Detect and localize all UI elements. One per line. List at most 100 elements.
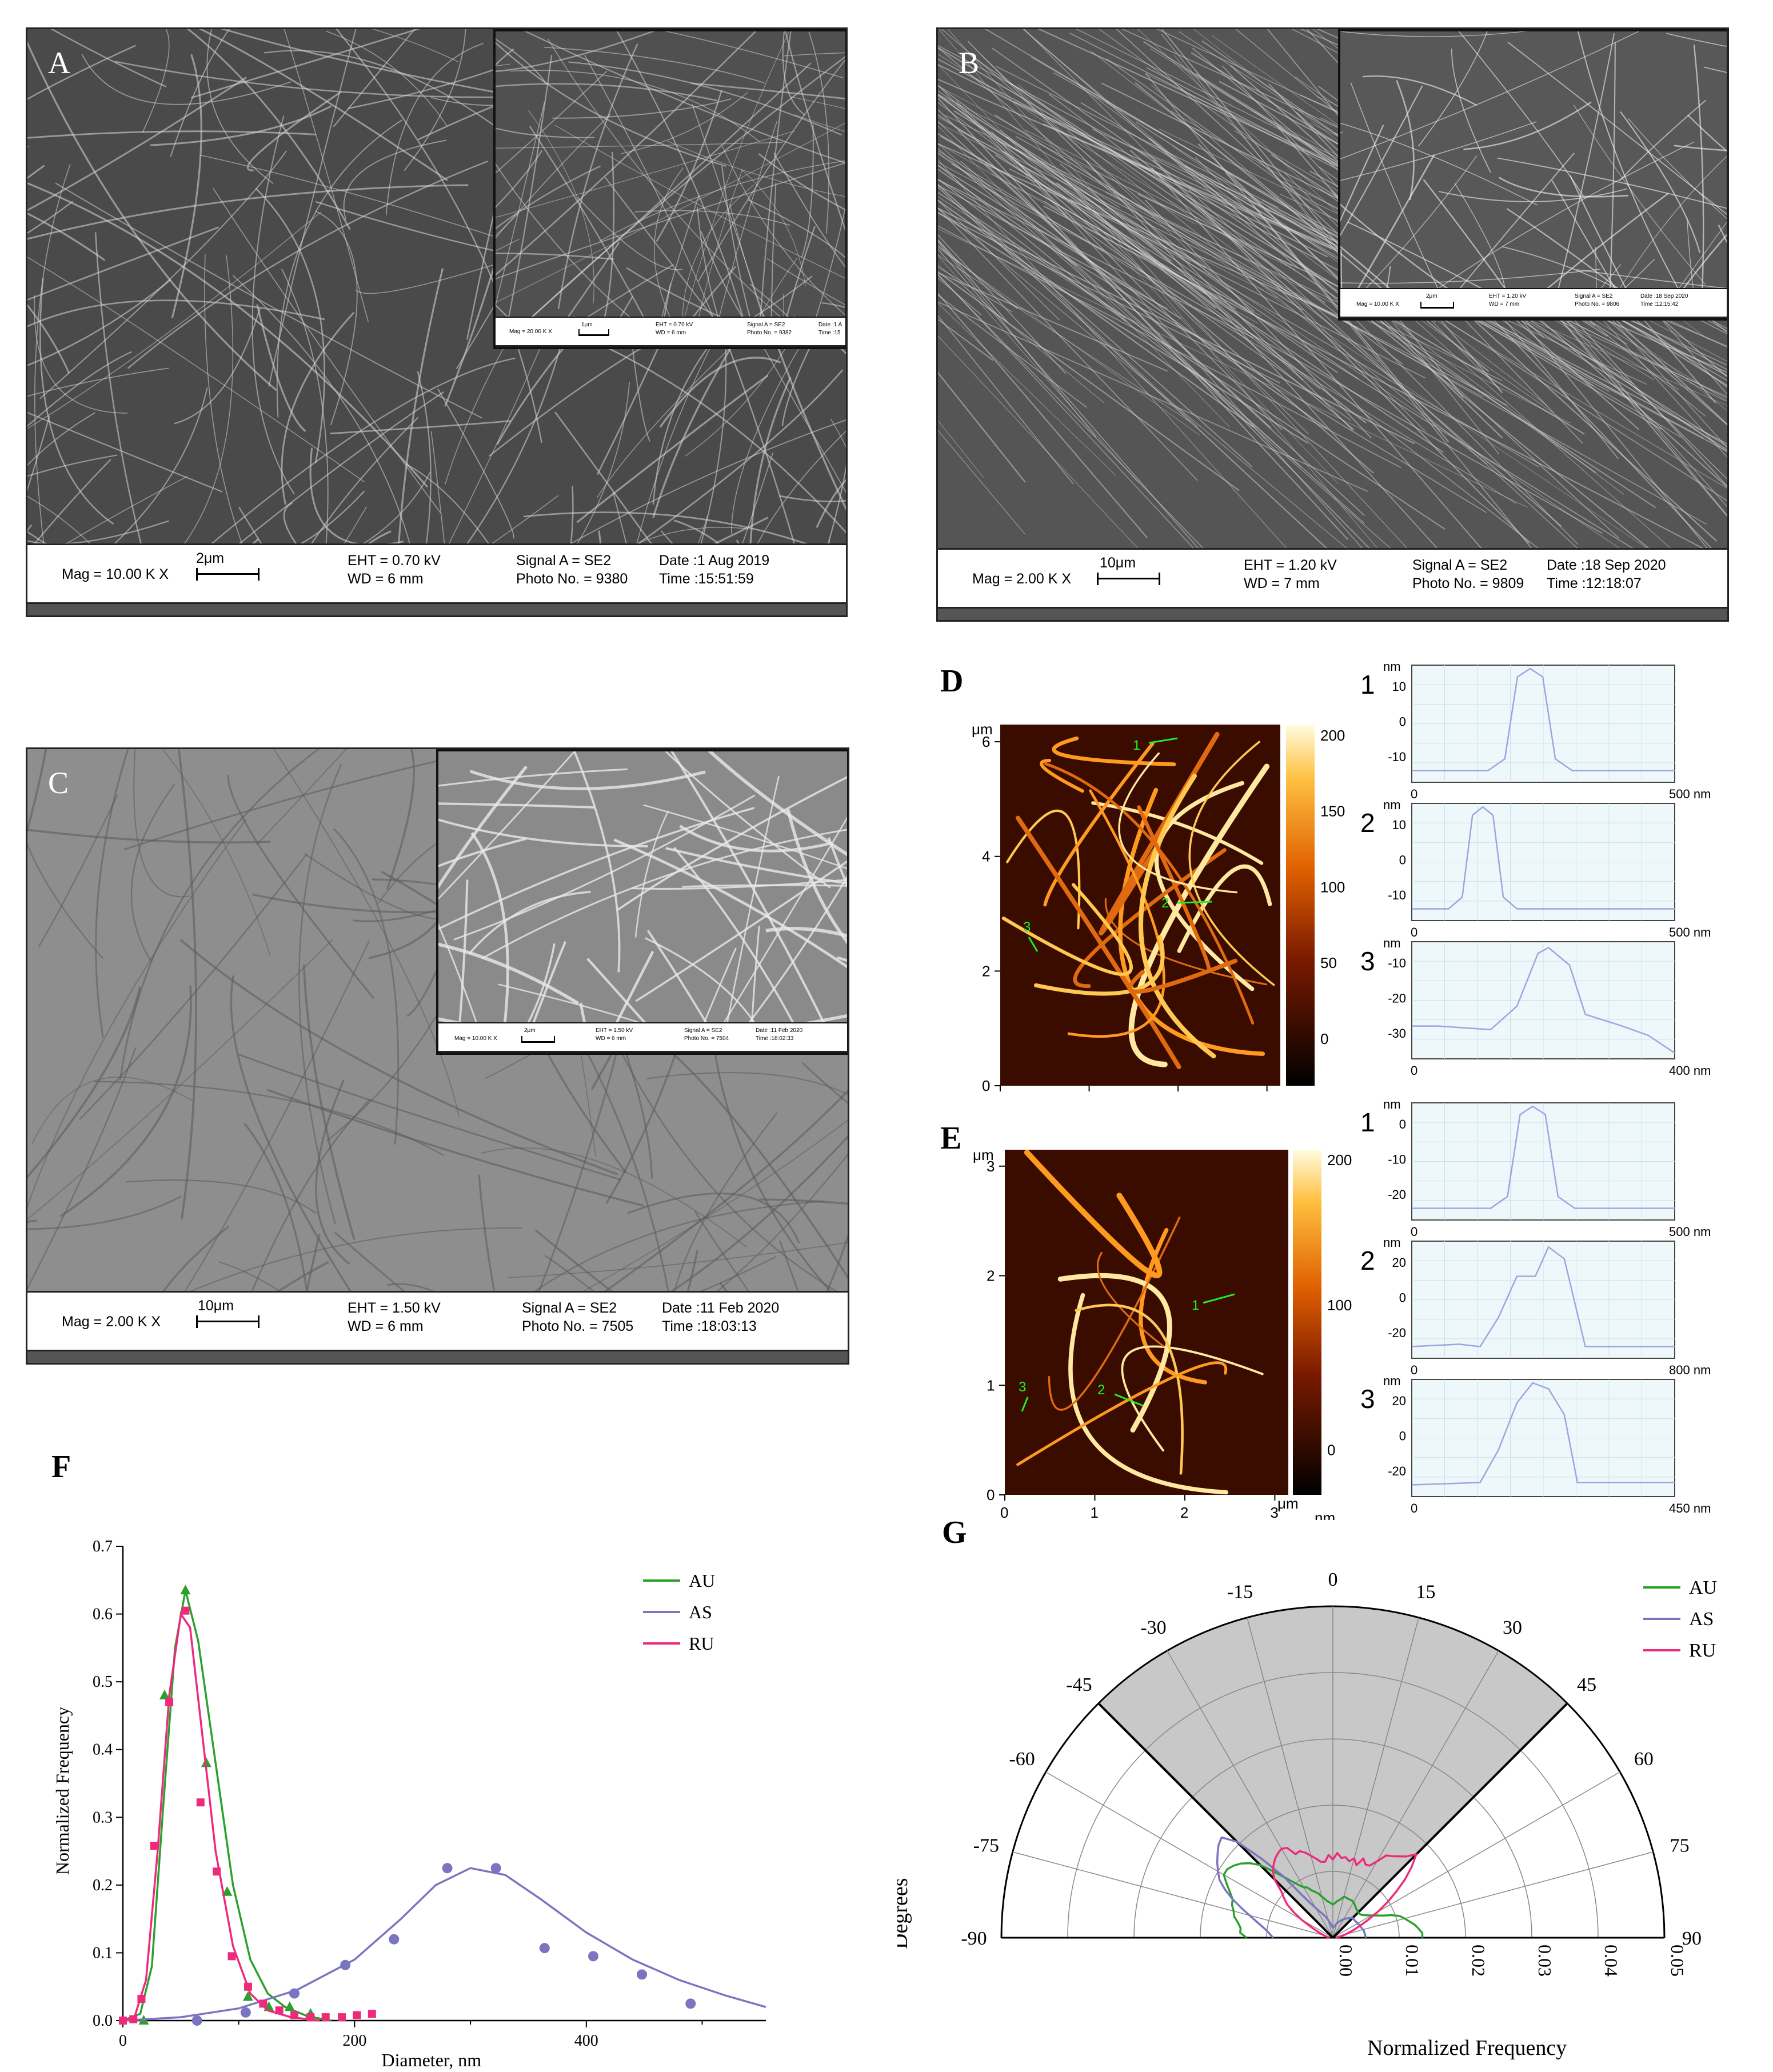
fiber bbox=[243, 1122, 309, 1294]
fiber bbox=[27, 1195, 182, 1230]
fiber bbox=[938, 150, 1517, 505]
panel-label-b: B bbox=[959, 46, 980, 80]
chart-f: 0.0 0.1 0.2 0.3 0.4 0.5 0.6 0.7 0 200 400 Diameter,… bbox=[52, 1538, 766, 2070]
afm-fiber bbox=[1099, 731, 1220, 935]
fiber bbox=[938, 169, 1078, 267]
afm-fiber bbox=[1118, 787, 1265, 1056]
data-point-as bbox=[539, 1943, 550, 1954]
data-point-ru bbox=[129, 2015, 138, 2023]
fiber bbox=[27, 145, 29, 147]
fiber bbox=[386, 749, 415, 890]
time-label: Time :18:03:13 bbox=[662, 1318, 757, 1334]
fiber bbox=[1145, 73, 1535, 551]
fiber bbox=[938, 293, 1148, 538]
map-unit-y: μm bbox=[973, 1146, 994, 1163]
fiber bbox=[938, 248, 1202, 551]
fiber bbox=[673, 1112, 778, 1294]
data-point-au bbox=[180, 1585, 191, 1595]
fiber bbox=[496, 102, 545, 307]
fiber bbox=[700, 947, 737, 1030]
legend-label: AS bbox=[1689, 1609, 1714, 1630]
fiber bbox=[1451, 49, 1491, 173]
sem-panel-c: C Mag = 10.00 K X 2μm EHT = 1.50 kV WD =… bbox=[26, 747, 849, 1365]
info-bar-b: Mag = 2.00 K X 10μm EHT = 1.20 kV WD = 7… bbox=[938, 548, 1727, 609]
fiber bbox=[821, 302, 845, 309]
fiber bbox=[1135, 82, 1490, 372]
angle-tick-label: 15 bbox=[1416, 1581, 1436, 1602]
fiber bbox=[938, 225, 1401, 469]
fiber bbox=[31, 458, 111, 547]
fiber bbox=[470, 832, 509, 1030]
fiber bbox=[496, 252, 614, 261]
fiber bbox=[938, 274, 1207, 551]
afm-fiber bbox=[1033, 935, 1165, 996]
fiber bbox=[397, 268, 444, 547]
fiber bbox=[965, 51, 1326, 303]
fiber bbox=[721, 145, 845, 316]
fiber bbox=[673, 847, 798, 1030]
fiber bbox=[938, 241, 1097, 438]
wd-label: WD = 6 mm bbox=[348, 571, 424, 587]
fiber bbox=[938, 102, 1320, 389]
fiber bbox=[364, 530, 392, 547]
angle-tick-label: 0 bbox=[1328, 1569, 1338, 1590]
data-point-au bbox=[284, 2001, 295, 2011]
fiber bbox=[230, 975, 354, 1294]
data-point-ru bbox=[243, 1982, 252, 1991]
fiber bbox=[1687, 114, 1727, 152]
scale-label: 10μm bbox=[1100, 555, 1136, 571]
profile-marker-label: 3 bbox=[1023, 919, 1031, 935]
wd-label: WD = 6 mm bbox=[348, 1318, 424, 1334]
fiber bbox=[27, 1219, 38, 1223]
map-y-tick: 3 bbox=[987, 1158, 995, 1175]
inset-c: Mag = 10.00 K X 2μm EHT = 1.50 kV WD = 6… bbox=[436, 749, 848, 1055]
profile-marker-line bbox=[1203, 1293, 1235, 1304]
fiber bbox=[568, 61, 842, 136]
fiber bbox=[1091, 51, 1548, 407]
fiber bbox=[1025, 130, 1292, 266]
fiber bbox=[938, 178, 1220, 393]
fiber bbox=[602, 152, 615, 324]
afm-fiber bbox=[1127, 958, 1238, 994]
fiber bbox=[1502, 246, 1631, 295]
fiber bbox=[333, 29, 416, 127]
fiber bbox=[496, 31, 757, 276]
profile-number: 1 bbox=[1360, 670, 1375, 699]
fiber bbox=[281, 268, 329, 547]
fiber bbox=[938, 47, 1255, 312]
fiber bbox=[668, 141, 845, 197]
fiber bbox=[995, 114, 1304, 311]
fiber bbox=[1185, 166, 1727, 489]
fiber bbox=[1225, 173, 1619, 539]
inset-time: Time :15 bbox=[818, 330, 841, 336]
fiber bbox=[938, 273, 1197, 551]
angle-tick-label: -75 bbox=[973, 1835, 999, 1856]
fiber bbox=[938, 54, 1244, 248]
legend-label: RU bbox=[689, 1633, 714, 1654]
inset-eht: EHT = 1.20 kV bbox=[1489, 293, 1527, 299]
fiber bbox=[1060, 163, 1304, 381]
data-point-as bbox=[389, 1934, 400, 1945]
fit-line-as bbox=[122, 1867, 766, 2022]
fiber bbox=[181, 255, 234, 547]
scale-bar bbox=[196, 568, 259, 581]
fiber bbox=[646, 930, 712, 1030]
fiber bbox=[1161, 29, 1464, 398]
profile-curve bbox=[1411, 1246, 1675, 1347]
fiber bbox=[31, 1077, 194, 1145]
fiber bbox=[333, 827, 400, 1145]
fiber bbox=[27, 184, 469, 240]
fiber bbox=[250, 1098, 371, 1294]
fiber bbox=[496, 38, 547, 84]
map-x-tick: 2 bbox=[1180, 1504, 1188, 1520]
data-point-as bbox=[340, 1959, 351, 1970]
fiber bbox=[938, 183, 1199, 427]
profile-x-start: 0 bbox=[1411, 1363, 1417, 1377]
angle-tick-label: -45 bbox=[1066, 1674, 1092, 1695]
afm-fiber bbox=[1001, 883, 1133, 976]
fiber bbox=[246, 91, 342, 171]
inset-date: Date :11 Feb 2020 bbox=[756, 1027, 803, 1034]
angle-tick-label: -60 bbox=[1009, 1749, 1035, 1770]
fiber bbox=[481, 1147, 748, 1248]
profile-unit: nm bbox=[1383, 1097, 1401, 1111]
